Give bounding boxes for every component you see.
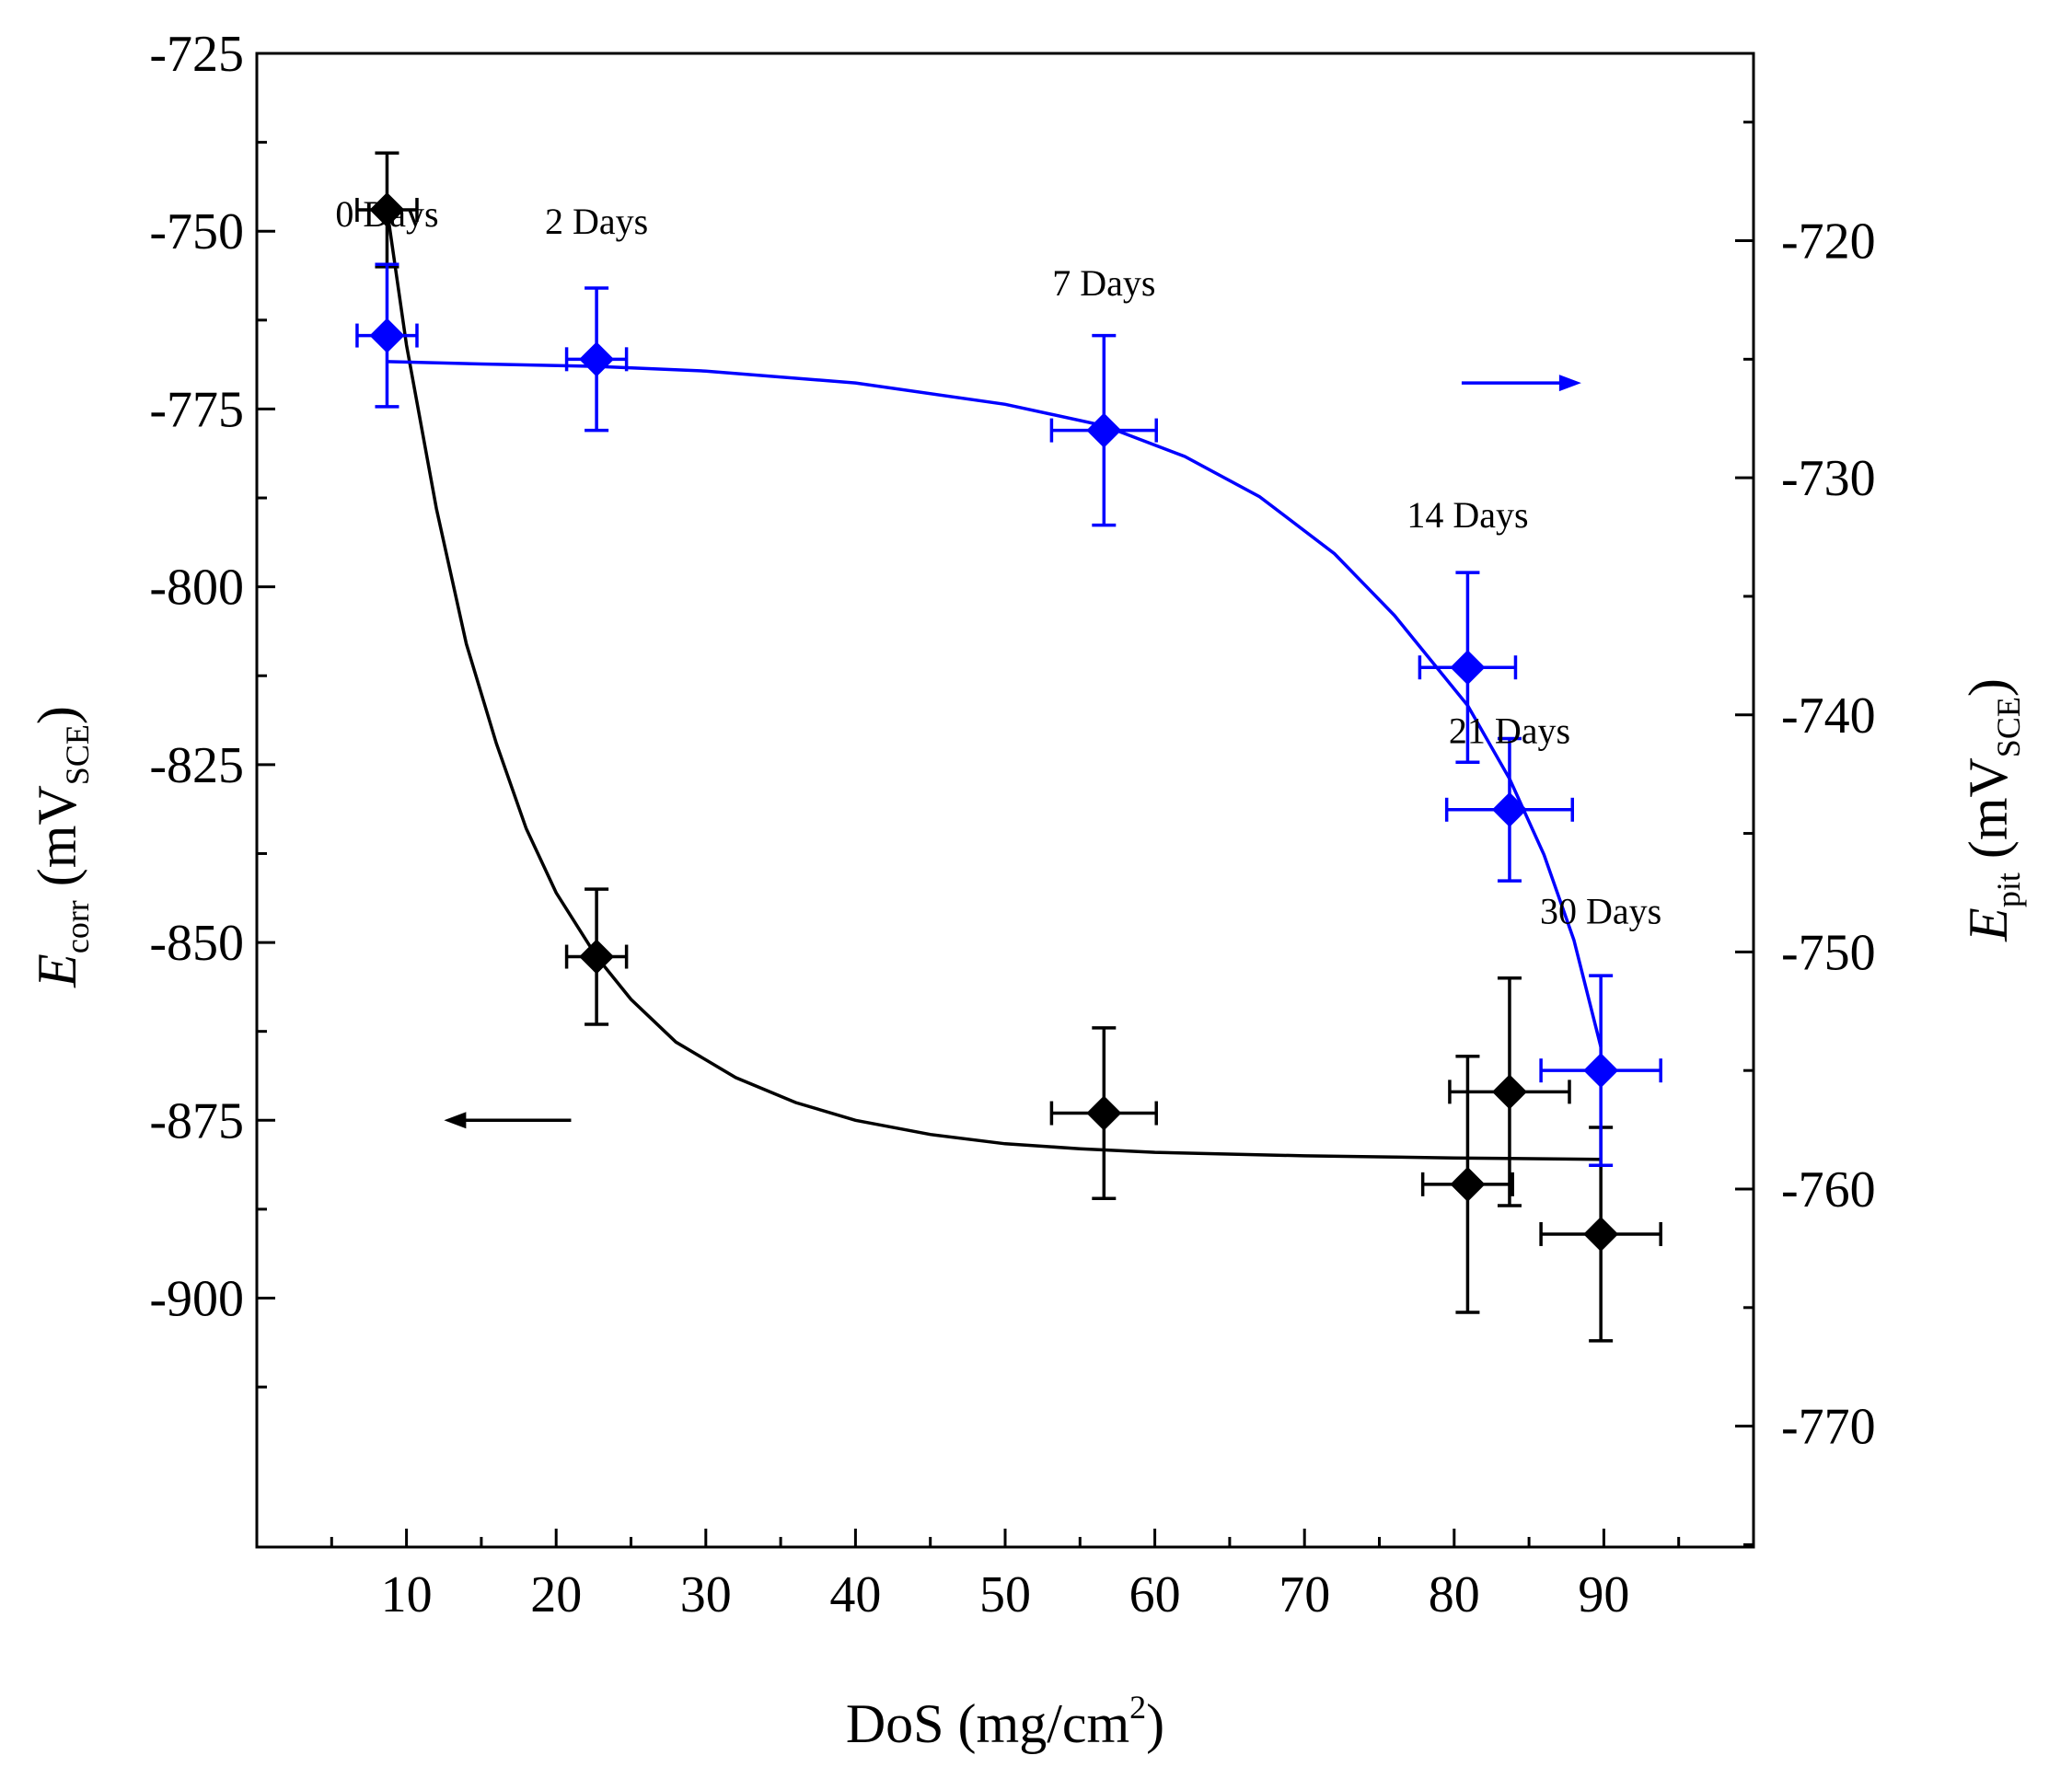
- y-left-tick-label: -800: [149, 560, 244, 617]
- day-label: 30 Days: [1540, 890, 1661, 931]
- data-point-ecorr: [1448, 976, 1571, 1207]
- marker-diamond: [369, 318, 405, 353]
- x-tick-label: 50: [979, 1566, 1031, 1623]
- plot-frame: [255, 52, 1755, 1549]
- x-tick-label: 90: [1578, 1566, 1629, 1623]
- marker-diamond: [369, 192, 405, 228]
- y-left-tick-label: -850: [149, 915, 244, 972]
- marker-diamond: [1583, 1216, 1619, 1252]
- y-right-axis-title: Epit (mVSCE): [1958, 678, 2027, 942]
- day-label: 7 Days: [1052, 262, 1155, 304]
- arrow-left-head: [444, 1112, 467, 1129]
- data-point-epit: [355, 262, 419, 409]
- marker-diamond: [1450, 1166, 1486, 1202]
- y-right-tick-label: -770: [1781, 1399, 1876, 1456]
- data-point-ecorr: [355, 151, 419, 269]
- x-tick-label: 40: [829, 1566, 881, 1623]
- y-right-tick-label: -760: [1781, 1161, 1876, 1218]
- data-point-epit: [1049, 333, 1158, 527]
- y-left-tick-label: -775: [149, 381, 244, 438]
- day-label: 0 Days: [335, 193, 438, 235]
- y-left-tick-label: -750: [149, 203, 244, 260]
- y-right-tick-label: -730: [1781, 450, 1876, 507]
- data-point-epit: [1444, 736, 1575, 883]
- x-tick-label: 80: [1429, 1566, 1480, 1623]
- y-right-tick-label: -740: [1781, 687, 1876, 745]
- data-point-ecorr: [1049, 1026, 1158, 1201]
- data-point-ecorr: [564, 887, 629, 1026]
- y-left-tick-label: -725: [149, 26, 244, 83]
- marker-diamond: [1491, 1074, 1527, 1110]
- marker-diamond: [1086, 1095, 1122, 1131]
- data-point-epit: [1539, 974, 1662, 1167]
- x-tick-label: 20: [530, 1566, 582, 1623]
- marker-diamond: [1450, 650, 1486, 686]
- y-right-tick-label: -720: [1781, 214, 1876, 271]
- y-left-tick-label: -825: [149, 737, 244, 794]
- marker-diamond: [1086, 412, 1122, 448]
- day-label: 21 Days: [1449, 710, 1570, 752]
- data-points: [355, 151, 1662, 1343]
- fit-curve-ecorr-fit: [385, 209, 1602, 1161]
- x-tick-label: 60: [1129, 1566, 1181, 1623]
- marker-diamond: [1583, 1053, 1619, 1089]
- y-left-axis-title: Ecorr (mVSCE): [27, 706, 96, 988]
- axis-ticks: 10 20 30 40 50 60 70 80 90 -725 -750 -775 -800 -825 -8…: [149, 26, 1876, 1623]
- fit-curves: [385, 209, 1603, 1171]
- annotations: 0 Days 2 Days 7 Days 14 Days 21 Days 30 Days: [335, 193, 1661, 931]
- x-tick-label: 30: [680, 1566, 732, 1623]
- marker-diamond: [1491, 791, 1527, 827]
- day-label: 2 Days: [545, 201, 648, 242]
- arrow-right-head: [1558, 375, 1581, 392]
- y-left-tick-label: -875: [149, 1092, 244, 1149]
- y-right-tick-label: -750: [1781, 924, 1876, 981]
- day-label: 14 Days: [1406, 494, 1528, 536]
- x-axis-title: DoS (mg/cm2): [846, 1689, 1164, 1754]
- data-point-epit: [564, 286, 629, 433]
- data-point-ecorr: [1420, 1054, 1514, 1314]
- x-tick-label: 70: [1279, 1566, 1330, 1623]
- fit-curve-epit-fit: [387, 360, 1603, 1047]
- x-tick-label: 10: [381, 1566, 433, 1623]
- data-point-epit: [1418, 571, 1518, 765]
- data-point-ecorr: [1539, 1126, 1662, 1343]
- marker-diamond: [579, 341, 615, 377]
- direction-arrows: [444, 375, 1581, 1129]
- y-left-tick-label: -900: [149, 1271, 244, 1328]
- marker-diamond: [579, 939, 615, 975]
